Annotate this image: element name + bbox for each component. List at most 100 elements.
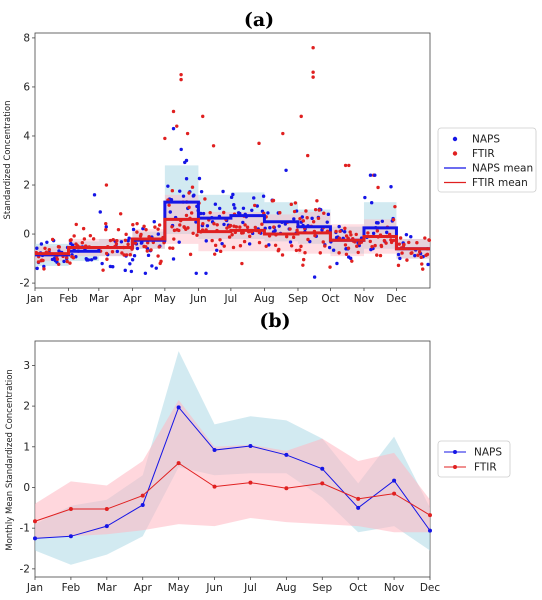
point-ftir	[215, 223, 219, 227]
point-ftir	[191, 231, 195, 236]
legend-label: FTIR	[474, 462, 497, 474]
point-naps	[68, 534, 73, 539]
point-ftir	[405, 258, 409, 262]
point-ftir	[420, 262, 424, 266]
point-ftir	[328, 265, 332, 269]
point-ftir	[238, 225, 242, 229]
point-ftir	[188, 252, 193, 257]
point-ftir	[153, 225, 157, 229]
point-ftir	[65, 259, 69, 264]
point-ftir	[101, 268, 105, 272]
point-ftir-outlier	[311, 70, 315, 74]
point-naps	[146, 253, 151, 258]
point-naps-outlier	[284, 168, 288, 173]
point-ftir	[292, 209, 297, 214]
point-ftir	[116, 227, 121, 232]
point-ftir	[397, 242, 401, 246]
point-naps	[426, 262, 430, 267]
y-tick-label: 0	[23, 482, 30, 494]
legend-marker-ftir	[452, 151, 458, 156]
point-ftir	[104, 227, 108, 232]
point-naps	[199, 189, 204, 194]
point-ftir	[354, 232, 358, 237]
point-ftir	[122, 253, 126, 257]
point-ftir	[321, 240, 325, 244]
point-ftir	[157, 245, 161, 249]
point-naps	[62, 259, 66, 264]
point-naps	[310, 216, 314, 221]
point-naps	[130, 258, 135, 262]
point-naps	[86, 258, 91, 262]
point-naps	[266, 211, 270, 215]
point-naps	[273, 229, 277, 233]
point-naps	[213, 202, 218, 206]
point-ftir	[105, 257, 109, 261]
point-ftir	[257, 240, 262, 245]
point-ftir	[222, 210, 226, 215]
point-ftir	[393, 204, 397, 209]
point-ftir	[253, 203, 257, 208]
point-ftir	[299, 244, 303, 249]
point-ftir	[55, 257, 60, 261]
point-ftir	[384, 241, 388, 245]
point-ftir	[391, 238, 396, 243]
x-tick-label: Mar	[89, 293, 109, 305]
panel-b-y-axis-label: Monthly Mean Standardized Concentration	[5, 369, 15, 551]
y-tick-label: 8	[23, 32, 30, 44]
point-ftir	[410, 251, 414, 255]
point-ftir	[253, 225, 258, 230]
point-ftir	[189, 211, 194, 215]
point-naps	[409, 235, 413, 239]
point-ftir	[370, 244, 374, 249]
x-tick-label: Oct	[321, 293, 339, 305]
x-tick-label: Dec	[420, 582, 441, 594]
point-naps	[284, 452, 289, 457]
point-ftir	[303, 251, 307, 255]
point-naps	[404, 232, 409, 237]
point-ftir	[178, 223, 182, 227]
x-tick-label: Nov	[354, 293, 375, 305]
point-naps	[232, 203, 236, 207]
point-ftir-outlier	[163, 136, 167, 141]
point-naps	[35, 246, 39, 250]
y-tick-label: 1	[23, 441, 30, 453]
point-ftir	[162, 240, 166, 245]
point-naps-outlier	[35, 266, 39, 271]
point-naps	[267, 243, 271, 247]
point-ftir	[243, 223, 247, 227]
point-ftir	[42, 267, 46, 271]
point-ftir	[144, 245, 148, 249]
point-ftir	[301, 219, 306, 223]
point-ftir	[218, 238, 222, 242]
point-ftir	[334, 229, 338, 234]
point-naps	[140, 240, 144, 245]
point-ftir	[423, 236, 427, 240]
point-naps	[184, 177, 189, 181]
point-ftir	[350, 259, 354, 263]
point-ftir	[356, 496, 361, 501]
point-ftir	[248, 480, 253, 485]
x-tick-label: Jan	[26, 582, 43, 594]
point-ftir	[295, 228, 299, 233]
point-ftir	[317, 208, 321, 212]
point-ftir	[126, 242, 130, 247]
point-ftir	[212, 222, 216, 226]
point-naps	[413, 253, 417, 258]
point-ftir	[123, 238, 128, 242]
point-ftir-outlier	[306, 153, 310, 158]
point-ftir	[289, 244, 294, 248]
panel-a-y-ticks: -2 0 2 4 6 8	[20, 32, 35, 290]
point-ftir	[343, 243, 348, 247]
point-naps	[380, 219, 385, 224]
point-naps	[428, 528, 432, 533]
x-tick-label: Feb	[62, 582, 81, 594]
point-naps	[396, 252, 401, 257]
point-naps	[131, 227, 136, 232]
point-ftir	[344, 252, 349, 256]
point-ftir	[348, 230, 352, 234]
point-naps	[89, 258, 94, 262]
point-ftir	[313, 233, 317, 238]
point-ftir	[213, 252, 217, 256]
point-naps	[154, 266, 158, 270]
point-ftir	[50, 237, 55, 242]
